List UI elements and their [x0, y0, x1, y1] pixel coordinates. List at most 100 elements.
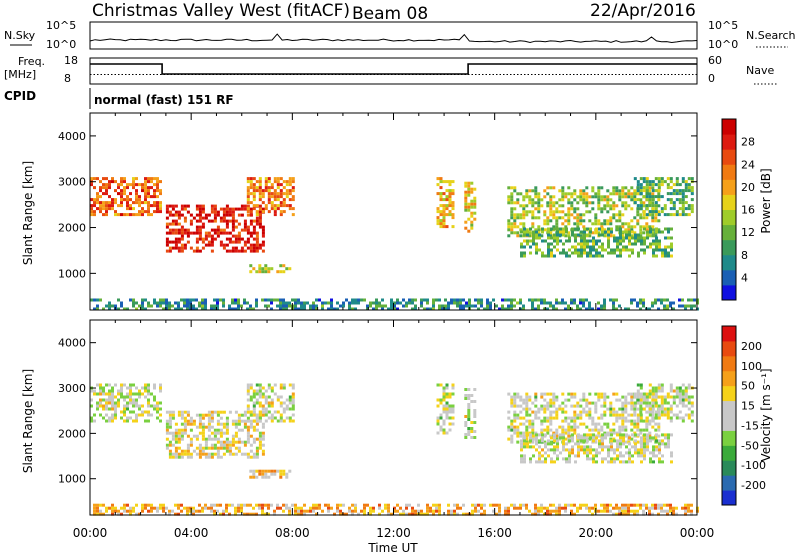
echo-cell [237, 437, 241, 441]
echo-cell [442, 419, 446, 423]
echo-cell [90, 204, 93, 208]
echo-cell [114, 304, 117, 308]
echo-cell [645, 186, 649, 190]
echo-cell [438, 512, 441, 516]
echo-cell [141, 201, 144, 205]
echo-cell [538, 460, 541, 464]
echo-cell [651, 392, 655, 396]
echo-cell [231, 422, 235, 426]
echo-cell [255, 186, 259, 190]
echo-cell [451, 207, 455, 211]
echo-cell [555, 413, 559, 417]
echo-cell [177, 440, 181, 444]
echo-cell [291, 419, 295, 423]
echo-cell [210, 207, 214, 211]
echo-cell [555, 512, 558, 516]
echo-cell [669, 410, 673, 414]
echo-cell [366, 304, 369, 308]
echo-cell [369, 301, 372, 305]
echo-cell [447, 503, 450, 507]
echo-cell [652, 460, 655, 464]
echo-cell [180, 246, 184, 250]
echo-cell [153, 183, 156, 187]
echo-cell [561, 210, 565, 214]
echo-cell [204, 455, 208, 459]
echo-cell [541, 439, 544, 443]
echo-cell [592, 236, 595, 240]
echo-cell [588, 506, 591, 510]
echo-cell [591, 231, 595, 235]
echo-cell [576, 304, 579, 308]
colorbar-swatch [722, 460, 736, 476]
echo-cell [345, 512, 348, 516]
echo-cell [543, 222, 547, 226]
echo-cell [222, 512, 225, 516]
echo-cell [543, 228, 547, 232]
echo-cell [132, 506, 135, 510]
echo-cell [651, 210, 655, 214]
echo-cell [561, 222, 565, 226]
echo-cell [243, 301, 246, 305]
echo-cell [261, 469, 265, 473]
echo-cell [159, 383, 162, 387]
echo-cell [657, 422, 661, 426]
echo-cell [616, 433, 619, 437]
echo-cell [658, 245, 661, 249]
echo-cell [642, 398, 646, 402]
echo-cell [547, 230, 550, 234]
echo-cell [441, 304, 444, 308]
echo-cell [453, 298, 456, 302]
echo-cell [586, 433, 589, 437]
echo-cell [627, 392, 631, 396]
echo-cell [567, 198, 571, 202]
y-tick-label: 4000 [58, 130, 86, 143]
echo-cell [258, 204, 262, 208]
echo-cell [156, 189, 159, 193]
echo-cell [408, 301, 411, 305]
echo-cell [556, 439, 559, 443]
echo-cell [678, 398, 682, 402]
echo-cell [183, 452, 187, 456]
echo-cell [598, 439, 601, 443]
echo-cell [612, 234, 616, 238]
echo-cell [467, 412, 471, 415]
echo-cell [102, 186, 105, 190]
echo-cell [436, 207, 440, 211]
echo-cell [655, 433, 658, 437]
echo-cell [616, 442, 619, 446]
echo-cell [225, 237, 229, 241]
echo-cell [675, 512, 678, 516]
echo-cell [177, 249, 181, 253]
echo-cell [585, 410, 589, 414]
echo-cell [573, 298, 576, 302]
echo-cell [660, 183, 664, 187]
echo-cell [442, 428, 446, 432]
echo-cell [651, 398, 655, 402]
echo-cell [198, 416, 202, 420]
echo-cell [246, 189, 250, 193]
echo-cell [201, 425, 205, 429]
echo-cell [549, 410, 553, 414]
echo-cell [549, 213, 553, 217]
echo-cell [654, 389, 658, 393]
echo-cell [522, 398, 526, 402]
echo-cell [594, 428, 598, 432]
echo-cell [138, 392, 141, 396]
echo-cell [534, 503, 537, 507]
echo-cell [667, 230, 670, 234]
echo-cell [450, 512, 453, 516]
echo-cell [216, 304, 219, 308]
echo-cell [636, 186, 640, 190]
echo-cell [630, 422, 634, 426]
colorbar-tick-label: 20 [741, 181, 755, 194]
echo-cell [525, 228, 529, 232]
echo-cell [237, 413, 241, 417]
echo-cell [467, 409, 471, 412]
echo-cell [531, 210, 535, 214]
echo-cell [156, 509, 159, 513]
echo-cell [228, 410, 232, 414]
echo-cell [90, 198, 93, 202]
echo-cell [252, 407, 256, 411]
